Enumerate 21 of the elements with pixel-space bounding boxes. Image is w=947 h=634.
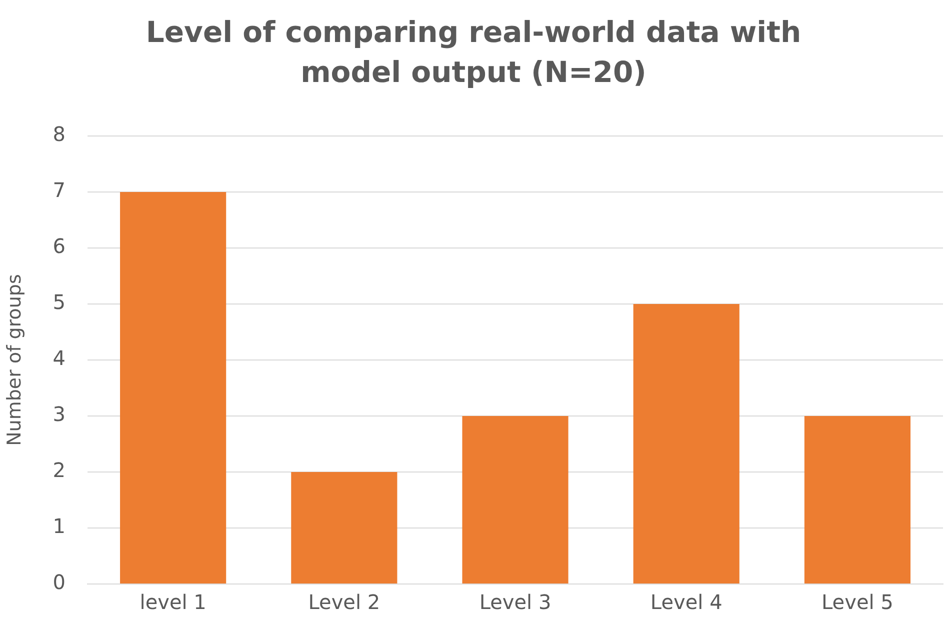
bar [291, 472, 398, 584]
y-tick-label: 6 [52, 234, 66, 258]
y-tick-label: 5 [52, 290, 66, 314]
bar [804, 416, 910, 584]
y-tick-label: 4 [52, 346, 66, 370]
chart-title: Level of comparing real-world data with model output (N=20) [144, 14, 802, 91]
y-tick-label: 3 [52, 402, 66, 426]
y-tick-label: 1 [52, 514, 66, 538]
bar [120, 192, 226, 584]
y-tick-label: 2 [52, 458, 66, 482]
bar [633, 304, 740, 584]
y-tick-label: 0 [52, 570, 66, 594]
y-axis-title: Number of groups [3, 274, 26, 446]
x-tick-label: Level 4 [650, 590, 722, 614]
bar [462, 416, 568, 584]
x-tick-label: Level 5 [822, 590, 894, 614]
x-tick-label: level 1 [140, 590, 206, 614]
y-tick-label: 8 [52, 122, 66, 146]
y-tick-label: 7 [52, 178, 66, 202]
x-tick-label: Level 2 [308, 590, 380, 614]
x-tick-label: Level 3 [479, 590, 552, 614]
